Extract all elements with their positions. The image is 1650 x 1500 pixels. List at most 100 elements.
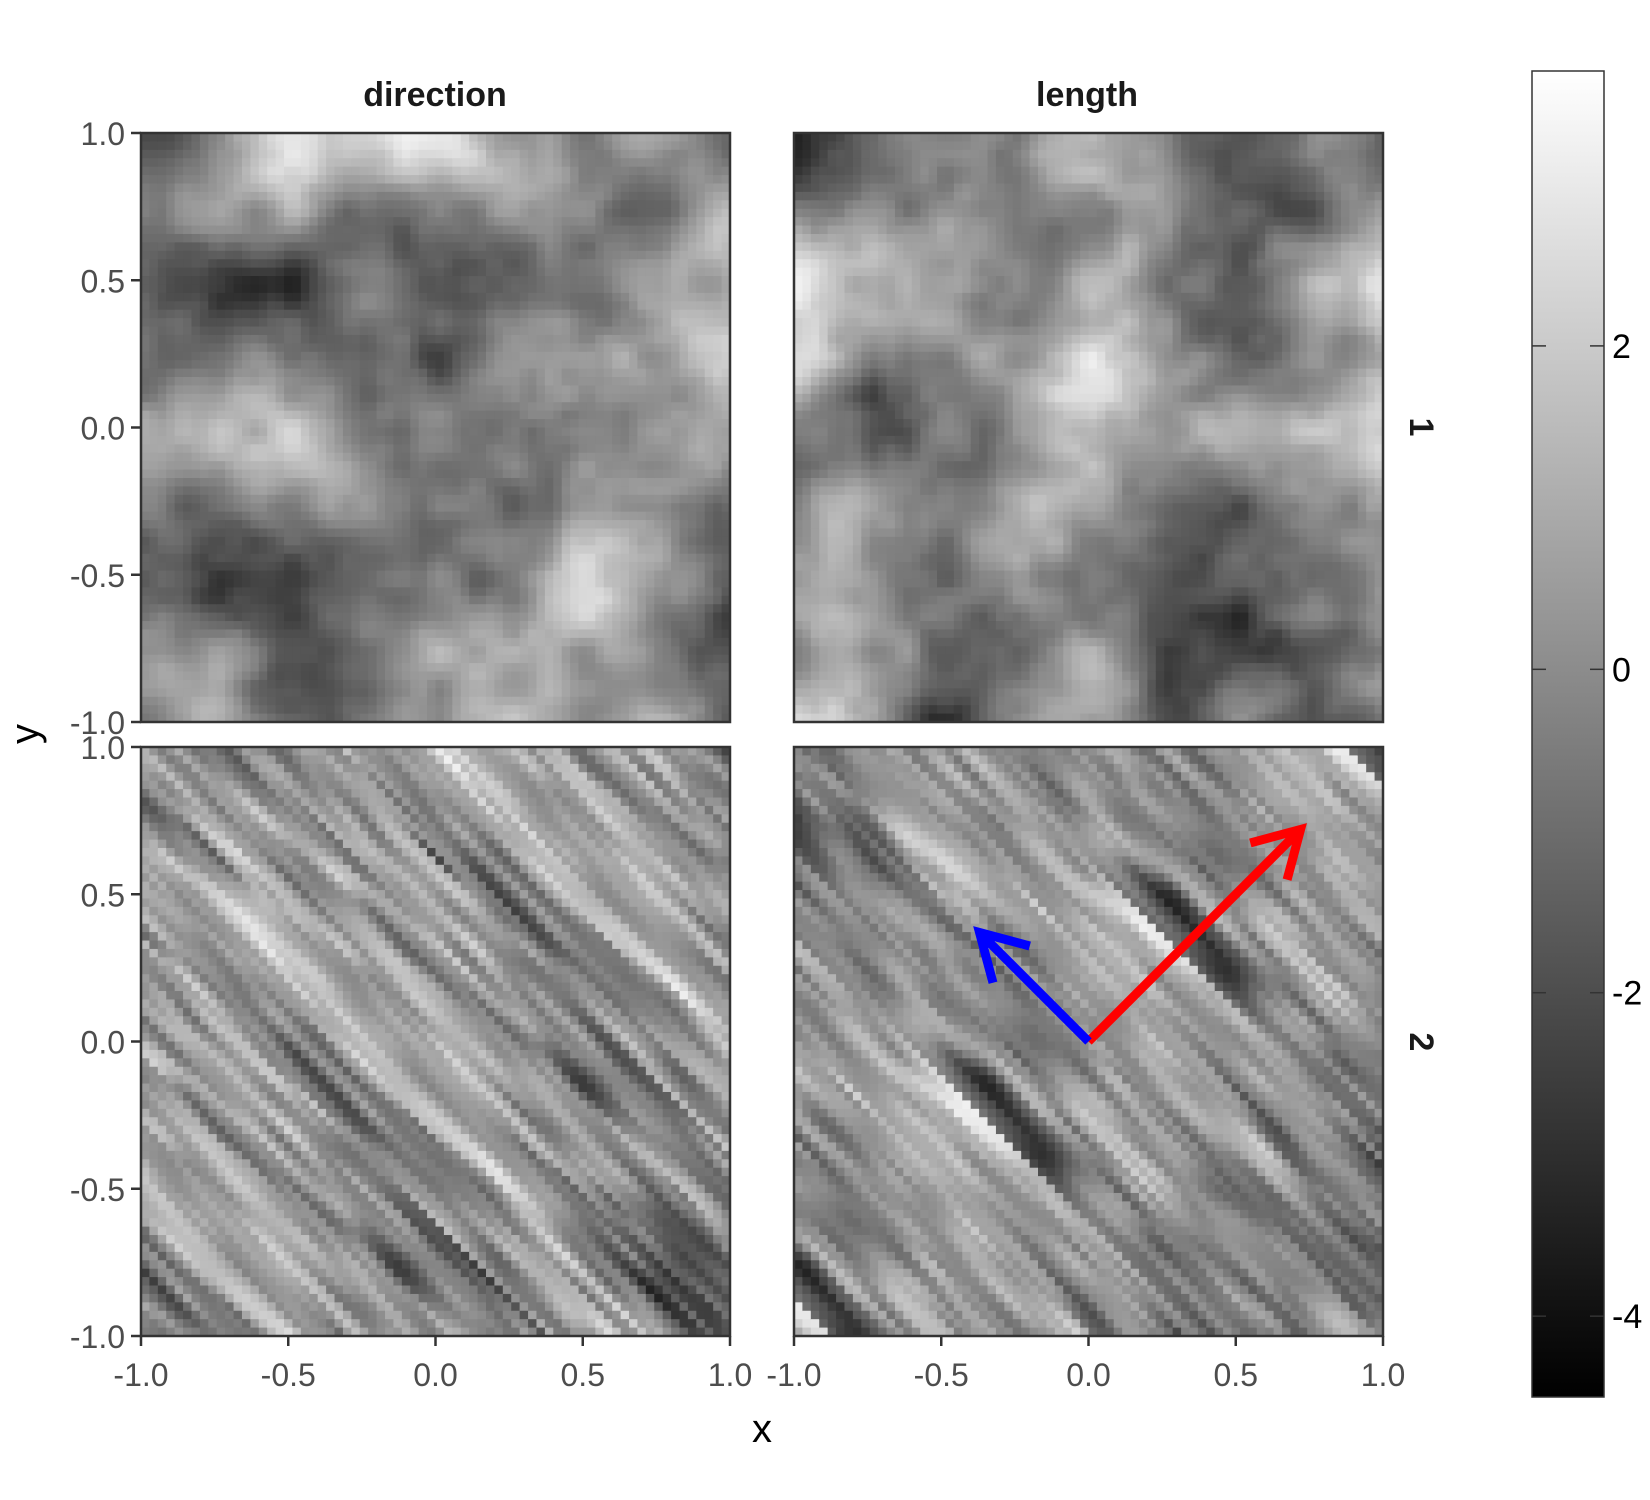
heatmap-cell <box>418 410 428 420</box>
heatmap-cell <box>536 646 546 656</box>
heatmap-cell <box>536 688 546 698</box>
heatmap-cell <box>629 402 639 412</box>
heatmap-cell <box>427 612 437 622</box>
heatmap-cell <box>544 183 554 193</box>
heatmap-cell <box>528 663 538 673</box>
heatmap-cell <box>629 191 639 201</box>
heatmap-cell <box>578 621 588 631</box>
heatmap-cell <box>460 494 470 504</box>
heatmap-cell <box>149 393 159 403</box>
heatmap-cell <box>141 461 151 471</box>
heatmap-cell <box>578 477 588 487</box>
heatmap-cell <box>696 621 706 631</box>
heatmap-cell <box>536 562 546 572</box>
heatmap-cell <box>687 301 697 311</box>
heatmap-cell <box>393 158 403 168</box>
heatmap-cell <box>225 587 235 597</box>
heatmap-cell <box>612 578 622 588</box>
heatmap-cell <box>385 360 395 370</box>
heatmap-cell <box>267 562 277 572</box>
heatmap-cell <box>553 444 563 454</box>
heatmap-cell <box>595 250 605 260</box>
heatmap-cell <box>275 233 285 243</box>
heatmap-cell <box>452 292 462 302</box>
heatmap-cell <box>317 435 327 445</box>
heatmap-cell <box>629 267 639 277</box>
heatmap-cell <box>645 520 655 530</box>
heatmap-cell <box>519 377 529 387</box>
heatmap-cell <box>544 578 554 588</box>
heatmap-cell <box>570 326 580 336</box>
heatmap-cell <box>401 654 411 664</box>
heatmap-cell <box>418 301 428 311</box>
heatmap-cell <box>578 141 588 151</box>
heatmap-cell <box>502 536 512 546</box>
heatmap-cell <box>595 141 605 151</box>
heatmap-cell <box>645 621 655 631</box>
heatmap-cell <box>292 334 302 344</box>
heatmap-cell <box>342 419 352 429</box>
heatmap-cell <box>393 385 403 395</box>
heatmap-cell <box>578 646 588 656</box>
heatmap-cell <box>435 166 445 176</box>
heatmap-cell <box>284 671 294 681</box>
heatmap-cell <box>687 705 697 715</box>
heatmap-cell <box>326 671 336 681</box>
heatmap-cell <box>435 486 445 496</box>
heatmap-cell <box>326 452 336 462</box>
heatmap-cell <box>713 377 723 387</box>
heatmap-cell <box>629 166 639 176</box>
heatmap-cell <box>645 654 655 664</box>
heatmap-cell <box>225 427 235 437</box>
heatmap-cell <box>544 536 554 546</box>
heatmap-cell <box>477 217 487 227</box>
heatmap-cell <box>359 705 369 715</box>
heatmap-cell <box>157 570 167 580</box>
heatmap-cell <box>326 654 336 664</box>
heatmap-cell <box>578 663 588 673</box>
heatmap-cell <box>250 158 260 168</box>
heatmap-cell <box>300 233 310 243</box>
heatmap-cell <box>519 402 529 412</box>
heatmap-cell <box>233 183 243 193</box>
heatmap-cell <box>376 200 386 210</box>
heatmap-cell <box>233 578 243 588</box>
heatmap-cell <box>477 612 487 622</box>
heatmap-cell <box>469 646 479 656</box>
heatmap-cell <box>704 267 714 277</box>
heatmap-cell <box>183 326 193 336</box>
heatmap-cell <box>502 267 512 277</box>
heatmap-cell <box>317 368 327 378</box>
heatmap-cell <box>300 419 310 429</box>
heatmap-cell <box>351 654 361 664</box>
heatmap-cell <box>519 259 529 269</box>
heatmap-cell <box>443 191 453 201</box>
heatmap-cell <box>544 696 554 706</box>
heatmap-cell <box>494 225 504 235</box>
heatmap-cell <box>300 318 310 328</box>
heatmap-cell <box>309 486 319 496</box>
heatmap-cell <box>586 578 596 588</box>
heatmap-cell <box>157 621 167 631</box>
heatmap-cell <box>570 191 580 201</box>
heatmap-cell <box>174 149 184 159</box>
heatmap-cell <box>620 461 630 471</box>
heatmap-cell <box>317 444 327 454</box>
heatmap-cell <box>553 545 563 555</box>
heatmap-cell <box>233 461 243 471</box>
heatmap-cell <box>351 158 361 168</box>
heatmap-cell <box>721 528 731 538</box>
heatmap-cell <box>326 511 336 521</box>
heatmap-cell <box>536 444 546 454</box>
heatmap-cell <box>351 166 361 176</box>
heatmap-cell <box>410 149 420 159</box>
heatmap-cell <box>460 385 470 395</box>
heatmap-cell <box>629 133 639 143</box>
heatmap-cell <box>317 494 327 504</box>
heatmap-cell <box>452 696 462 706</box>
heatmap-cell <box>233 250 243 260</box>
heatmap-cell <box>435 671 445 681</box>
heatmap-cell <box>494 166 504 176</box>
heatmap-cell <box>645 360 655 370</box>
heatmap-cell <box>250 612 260 622</box>
